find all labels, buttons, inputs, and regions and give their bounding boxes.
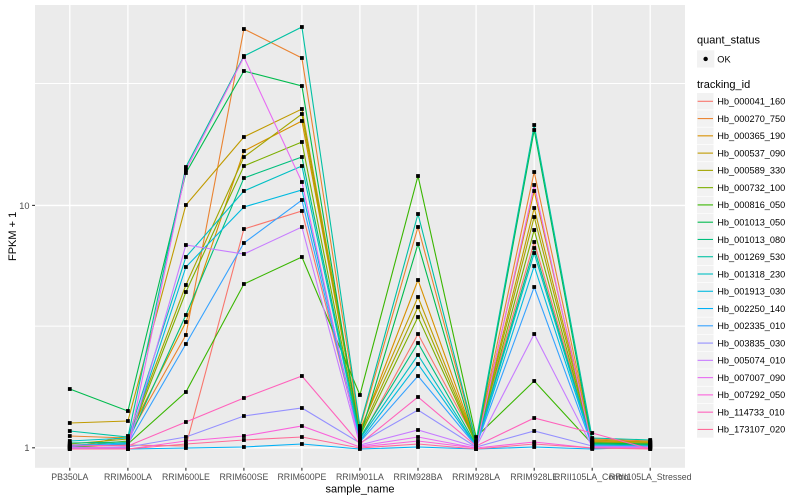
svg-text:RRIM928LE: RRIM928LE bbox=[510, 472, 558, 482]
svg-text:Hb_003835_030: Hb_003835_030 bbox=[717, 338, 785, 348]
svg-text:tracking_id: tracking_id bbox=[697, 79, 750, 91]
svg-text:Hb_001013_050: Hb_001013_050 bbox=[717, 217, 785, 227]
svg-text:Hb_000041_160: Hb_000041_160 bbox=[717, 97, 785, 107]
svg-text:Hb_000816_050: Hb_000816_050 bbox=[717, 200, 785, 210]
svg-text:RRII105LA_Stressed: RRII105LA_Stressed bbox=[609, 472, 692, 482]
svg-text:Hb_000732_100: Hb_000732_100 bbox=[717, 183, 785, 193]
svg-text:RRIM600LE: RRIM600LE bbox=[162, 472, 210, 482]
svg-text:RRIM901LA: RRIM901LA bbox=[336, 472, 384, 482]
svg-text:Hb_002335_010: Hb_002335_010 bbox=[717, 321, 785, 331]
svg-text:RRIM928BA: RRIM928BA bbox=[394, 472, 443, 482]
svg-text:Hb_007292_050: Hb_007292_050 bbox=[717, 390, 785, 400]
svg-text:Hb_001318_230: Hb_001318_230 bbox=[717, 269, 785, 279]
svg-text:Hb_114733_010: Hb_114733_010 bbox=[717, 407, 784, 417]
svg-text:OK: OK bbox=[717, 54, 731, 64]
svg-text:RRIM600LA: RRIM600LA bbox=[104, 472, 152, 482]
svg-text:Hb_000365_190: Hb_000365_190 bbox=[717, 131, 785, 141]
svg-text:1: 1 bbox=[24, 443, 29, 453]
svg-text:RRIM928LA: RRIM928LA bbox=[452, 472, 500, 482]
svg-text:Hb_000589_330: Hb_000589_330 bbox=[717, 166, 785, 176]
svg-text:Hb_000270_750: Hb_000270_750 bbox=[717, 114, 785, 124]
svg-text:quant_status: quant_status bbox=[697, 35, 760, 47]
svg-text:Hb_007007_090: Hb_007007_090 bbox=[717, 373, 785, 383]
svg-text:Hb_001913_030: Hb_001913_030 bbox=[717, 287, 785, 297]
svg-text:PB350LA: PB350LA bbox=[51, 472, 88, 482]
svg-text:RRIM600PE: RRIM600PE bbox=[277, 472, 326, 482]
svg-text:Hb_005074_010: Hb_005074_010 bbox=[717, 356, 785, 366]
svg-text:10: 10 bbox=[19, 201, 29, 211]
svg-text:RRII105LA_Control: RRII105LA_Control bbox=[554, 472, 630, 482]
svg-text:Hb_001269_530: Hb_001269_530 bbox=[717, 252, 785, 262]
svg-text:Hb_001013_080: Hb_001013_080 bbox=[717, 235, 785, 245]
svg-text:FPKM + 1: FPKM + 1 bbox=[7, 212, 19, 261]
svg-text:Hb_002250_140: Hb_002250_140 bbox=[717, 304, 785, 314]
svg-text:RRIM600SE: RRIM600SE bbox=[219, 472, 268, 482]
svg-text:Hb_173107_020: Hb_173107_020 bbox=[717, 425, 785, 435]
svg-text:sample_name: sample_name bbox=[325, 484, 394, 496]
svg-text:Hb_000537_090: Hb_000537_090 bbox=[717, 148, 785, 158]
